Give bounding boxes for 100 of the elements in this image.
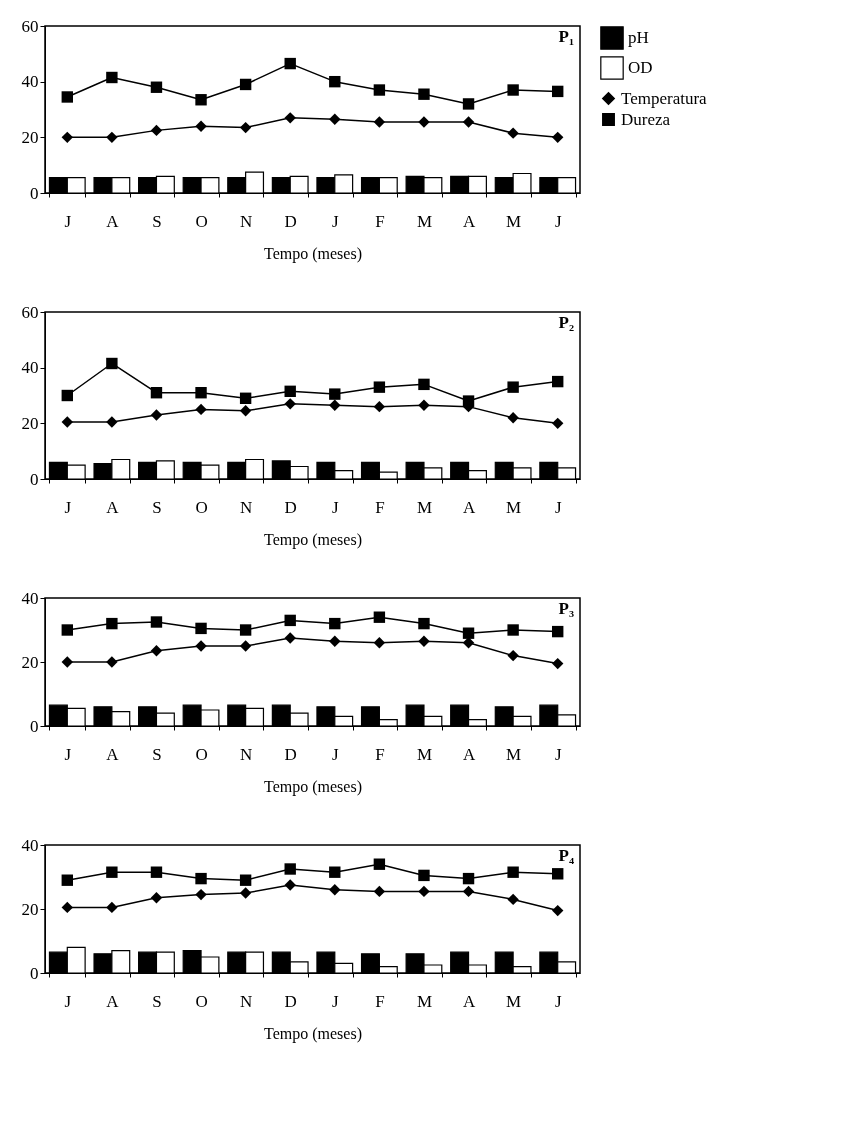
point <box>239 392 252 404</box>
x-tick-label: D <box>284 211 297 231</box>
point <box>552 417 564 430</box>
point <box>284 385 296 398</box>
x-tick-label: M <box>416 497 433 517</box>
point <box>418 378 430 391</box>
point <box>418 635 430 647</box>
point <box>329 388 341 400</box>
point <box>284 632 296 644</box>
point <box>507 649 519 662</box>
point <box>462 116 475 128</box>
legend-label: Temperatura <box>621 88 708 108</box>
point <box>284 398 296 410</box>
point <box>329 866 341 878</box>
point <box>507 381 519 393</box>
point <box>418 399 430 411</box>
point <box>507 412 519 424</box>
point <box>507 893 519 906</box>
point <box>195 640 207 652</box>
point <box>462 637 475 649</box>
point <box>239 624 252 636</box>
point <box>61 874 73 886</box>
y-tick-label: 20 <box>21 899 39 919</box>
point <box>462 98 475 110</box>
point <box>462 872 475 885</box>
legend-label: Dureza <box>621 109 671 129</box>
y-tick-label: 60 <box>21 16 39 36</box>
x-tick-label: A <box>106 991 120 1011</box>
x-tick-label: J <box>554 991 562 1011</box>
point <box>329 75 341 88</box>
x-tick-label: J <box>64 744 72 764</box>
y-tick-label: 0 <box>30 963 39 983</box>
point <box>239 887 252 899</box>
x-tick-label: A <box>106 497 120 517</box>
point <box>329 399 341 411</box>
point <box>552 625 564 638</box>
x-tick-label: J <box>64 497 72 517</box>
x-tick-label: J <box>331 497 339 517</box>
x-tick-label: N <box>239 497 253 517</box>
point <box>552 131 564 144</box>
x-tick-label: A <box>462 211 476 231</box>
point <box>106 901 118 914</box>
x-tick-label: O <box>195 211 208 231</box>
annotation: P₂ <box>558 313 574 332</box>
point <box>418 617 430 630</box>
point <box>150 616 163 628</box>
point <box>150 124 163 137</box>
x-axis-title: Tempo (meses) <box>264 1024 362 1043</box>
point <box>150 387 163 399</box>
point <box>418 116 430 128</box>
y-tick-label: 0 <box>30 469 39 489</box>
point <box>106 866 118 878</box>
x-tick-label: S <box>152 211 162 231</box>
point <box>150 866 163 878</box>
x-tick-label: J <box>554 744 562 764</box>
point <box>61 389 73 402</box>
y-tick-label: 60 <box>21 302 39 322</box>
point <box>507 624 519 636</box>
annotation: P₄ <box>558 846 574 865</box>
point <box>373 84 386 96</box>
y-tick-label: 20 <box>21 127 39 147</box>
y-tick-label: 40 <box>21 72 39 92</box>
point <box>61 656 73 668</box>
y-tick-label: 0 <box>30 183 39 203</box>
x-tick-label: N <box>239 211 253 231</box>
x-tick-label: F <box>375 991 385 1011</box>
point <box>552 85 564 98</box>
y-tick-label: 20 <box>21 652 39 672</box>
point <box>106 131 118 144</box>
point <box>418 88 430 100</box>
point <box>552 657 564 670</box>
point <box>507 84 519 96</box>
point <box>195 94 207 106</box>
point <box>373 116 386 128</box>
x-tick-label: A <box>106 211 120 231</box>
x-tick-label: M <box>416 211 433 231</box>
x-tick-label: A <box>462 497 476 517</box>
x-tick-label: M <box>416 991 433 1011</box>
point <box>239 874 252 886</box>
point <box>373 637 386 649</box>
point <box>462 885 475 898</box>
y-tick-label: 40 <box>21 588 39 608</box>
x-tick-label: J <box>331 211 339 231</box>
point <box>239 121 252 134</box>
point <box>239 78 252 91</box>
point <box>329 617 341 630</box>
point <box>106 617 118 630</box>
x-tick-label: M <box>506 991 522 1011</box>
point <box>284 614 296 627</box>
x-tick-label: J <box>331 991 339 1011</box>
point <box>329 635 341 647</box>
y-tick-label: 0 <box>30 716 39 736</box>
point <box>462 395 475 407</box>
point <box>552 375 564 388</box>
annotation: P₁ <box>558 27 574 46</box>
x-tick-label: O <box>195 744 208 764</box>
x-tick-label: A <box>106 744 120 764</box>
point <box>373 885 386 898</box>
point <box>329 113 341 125</box>
point <box>150 645 163 657</box>
